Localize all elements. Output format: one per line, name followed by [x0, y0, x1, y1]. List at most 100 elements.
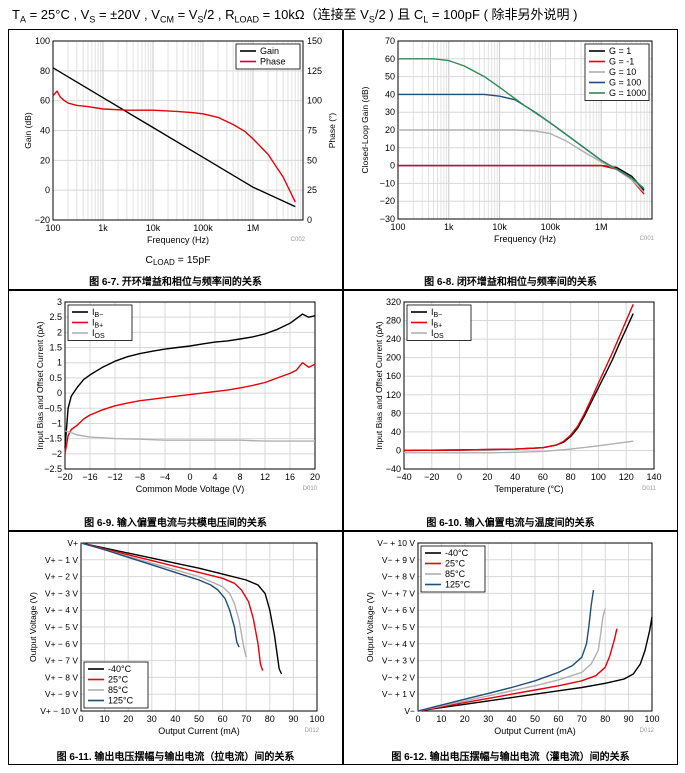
- fig6-9-series-2: [64, 430, 315, 442]
- fig6-10-chart: −40 −20 0 20 40 60 80 100 120 140 −40 0 40 80 120 160 20…: [374, 297, 662, 494]
- fig6-11-xtick-label: 40: [170, 714, 180, 724]
- fig6-8-legend-label: G = 1000: [609, 88, 646, 98]
- fig6-9-xtick-label: −20: [57, 472, 72, 482]
- fig6-9-ytick-label: −2: [52, 449, 62, 459]
- fig6-11-xtick-label: 90: [288, 714, 298, 724]
- fig6-10-ytick-label: 80: [391, 408, 401, 418]
- fig6-8-xtick-label: 100: [390, 222, 405, 232]
- fig6-11-chart: 0 10 20 30 40 50 60 70 80 90 100 V+ V+ − 1 V V+ − 2 V…: [28, 538, 325, 736]
- fig6-12-series-2: [417, 608, 606, 712]
- fig6-12-ytick-label: V−: [404, 706, 415, 716]
- fig6-8-ytick-label: 0: [390, 161, 395, 171]
- fig6-8-panel: 100 1k 10k 100k 1M −30 −20 −10 0 10 20 30 40 50 60 70 Fr…: [343, 29, 678, 290]
- fig6-11-xtick-label: 70: [241, 714, 251, 724]
- fig6-12-xtick-label: 50: [530, 714, 540, 724]
- fig6-12-ytick-label: V− + 4 V: [382, 639, 415, 649]
- fig6-12-xtick-label: 40: [507, 714, 517, 724]
- fig6-10-panel: −40 −20 0 20 40 60 80 100 120 140 −40 0 40 80 120 160 20…: [343, 290, 678, 531]
- fig6-7-ytick-label: 100: [35, 36, 50, 46]
- fig6-7-ytick-label: 0: [45, 185, 50, 195]
- fig6-11-legend-label: 85°C: [108, 685, 129, 695]
- fig6-9-ytick-label: −2.5: [44, 464, 62, 474]
- fig6-8-ytick-label: −20: [380, 196, 395, 206]
- fig6-8-caption: 图 6-8. 闭环增益和相位与频率间的关系: [424, 277, 597, 288]
- fig6-11-xtick-label: 50: [194, 714, 204, 724]
- fig6-7-note: C002: [291, 237, 306, 243]
- fig6-10-ytick-label: 160: [386, 371, 401, 381]
- fig6-8-legend-label: G = 100: [609, 78, 641, 88]
- fig6-7-ytick-label: 20: [40, 155, 50, 165]
- fig6-7-xtick-label: 10k: [146, 223, 161, 233]
- fig6-11-legend-label: 25°C: [108, 675, 129, 685]
- fig6-9-xtick-label: 0: [187, 472, 192, 482]
- fig6-10-ytick-label: 0: [396, 445, 401, 455]
- fig6-9-legend: IB−IB+IOS: [67, 304, 133, 341]
- fig6-10-caption: 图 6-10. 输入偏置电流与温度间的关系: [426, 518, 595, 529]
- fig6-9-legend-label: IB+: [92, 318, 103, 330]
- fig6-12-xtick-label: 0: [415, 714, 420, 724]
- fig6-11-ytick-label: V+ − 1 V: [45, 555, 78, 565]
- fig6-11-ytick-label: V+ − 2 V: [45, 572, 78, 582]
- fig6-10-ytick-label: 200: [386, 353, 401, 363]
- fig6-9-xlabel: Common Mode Voltage (V): [136, 484, 245, 494]
- fig6-9-ytick-label: −0.5: [44, 403, 62, 413]
- fig6-12-ylabel: Output Voltage (V): [365, 592, 375, 662]
- fig6-8-ytick-label: 50: [385, 72, 395, 82]
- fig6-11-plot-frame: [80, 542, 318, 712]
- fig6-12-series-0: [417, 616, 653, 712]
- fig6-9-xtick-label: 12: [260, 472, 270, 482]
- fig6-9-xtick-label: 20: [310, 472, 320, 482]
- fig6-8-ytick-label: 70: [385, 36, 395, 46]
- fig6-7-ytick2-label: 0: [307, 215, 312, 225]
- fig6-10-xtick-label: 20: [482, 472, 492, 482]
- fig6-7-xtick-label: 100k: [193, 223, 213, 233]
- fig6-9-xtick-label: −12: [107, 472, 122, 482]
- fig6-11-xtick-label: 60: [218, 714, 228, 724]
- fig6-9-ytick-label: −1: [52, 418, 62, 428]
- fig6-12-ytick-label: V− + 8 V: [382, 572, 415, 582]
- fig6-8-xlabel: Frequency (Hz): [494, 234, 556, 244]
- fig6-10-series-1: [403, 304, 634, 452]
- fig6-9-ylabel: Input Bias and Offset Current (pA): [35, 321, 45, 450]
- fig6-7-ytick-label: −20: [35, 215, 50, 225]
- fig6-8-xtick-label: 10k: [492, 222, 507, 232]
- fig6-9-xtick-label: 4: [212, 472, 217, 482]
- fig6-11-xtick-label: 10: [100, 714, 110, 724]
- fig6-9-ytick-label: 2: [57, 327, 62, 337]
- fig6-10-note: D011: [642, 486, 657, 492]
- fig6-12-legend-label: 85°C: [445, 569, 466, 579]
- fig6-10-xtick-label: 60: [538, 472, 548, 482]
- fig6-8-legend-label: G = 1: [609, 46, 631, 56]
- fig6-7-series-0: [52, 67, 296, 208]
- fig6-8-series-0: [398, 164, 645, 191]
- fig6-9-ytick-label: 0.5: [49, 373, 62, 383]
- fig6-10-xtick-label: −20: [424, 472, 439, 482]
- fig6-11-ytick-label: V+ − 8 V: [45, 672, 78, 682]
- fig6-7-gridlines: [52, 40, 303, 221]
- fig6-12-xlabel: Output Current (mA): [494, 726, 576, 736]
- fig6-11-xlabel: Output Current (mA): [158, 726, 240, 736]
- fig6-7-plot-frame: [52, 40, 304, 221]
- fig6-7-ylabel2: Phase (°): [327, 113, 337, 149]
- fig6-7-ylabel: Gain (dB): [23, 112, 33, 149]
- fig6-8-chart: 100 1k 10k 100k 1M −30 −20 −10 0 10 20 30 40 50 60 70 Fr…: [360, 36, 655, 244]
- figure-grid: 100 1k 10k 100k 1M −20 0 20 40 60 80 100 0 25 50 75 100 1…: [8, 29, 678, 765]
- fig6-7-chart: 100 1k 10k 100k 1M −20 0 20 40 60 80 100 0 25 50 75 100 1…: [23, 36, 337, 267]
- fig6-11-series-2: [80, 542, 247, 658]
- fig6-12-xtick-label: 70: [577, 714, 587, 724]
- fig6-11-xtick-label: 100: [309, 714, 324, 724]
- fig6-10-ylabel: Input Bias and Offset Current (pA): [374, 321, 384, 450]
- fig6-10-legend: IB−IB+IOS: [406, 304, 472, 341]
- fig6-12-ytick-label: V− + 1 V: [382, 689, 415, 699]
- fig6-11-legend-label: 125°C: [108, 696, 134, 706]
- fig6-10-series-2: [404, 440, 634, 454]
- fig6-7-legend-label: Gain: [260, 46, 279, 56]
- fig6-7-legend-label: Phase: [260, 57, 286, 67]
- fig6-12-xtick-label: 100: [644, 714, 659, 724]
- fig6-10-ytick-label: 320: [386, 297, 401, 307]
- fig6-7-xtick-label: 1M: [247, 223, 260, 233]
- fig6-9-caption: 图 6-9. 输入偏置电流与共模电压间的关系: [84, 518, 267, 529]
- fig6-8-xtick-label: 1k: [444, 222, 454, 232]
